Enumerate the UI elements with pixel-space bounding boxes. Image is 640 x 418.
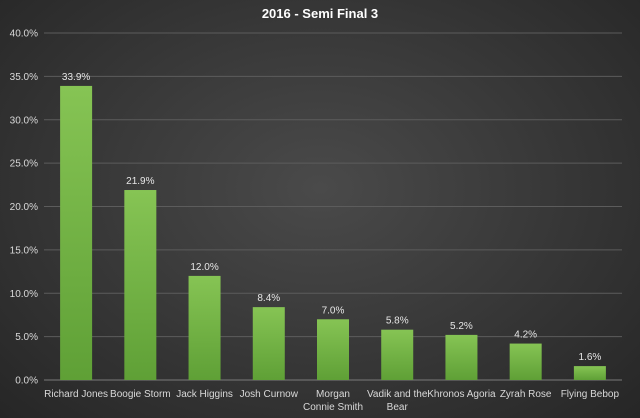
- data-label: 4.2%: [514, 330, 537, 341]
- data-label: 33.9%: [62, 72, 90, 83]
- y-tick-label: 25.0%: [10, 159, 38, 170]
- y-axis-ticks: 0.0% 5.0% 10.0% 15.0% 20.0% 25.0% 30.0% 35.0% 40…: [10, 29, 38, 387]
- y-tick-label: 30.0%: [10, 115, 38, 126]
- data-label: 5.8%: [386, 316, 409, 327]
- data-labels: 33.9% 21.9% 12.0% 8.4% 7.0% 5.8% 5.2% 4.2% 1.6%: [62, 72, 601, 363]
- x-tick-label: Boogie Storm: [110, 389, 171, 400]
- y-tick-label: 10.0%: [10, 289, 38, 300]
- data-label: 12.0%: [190, 262, 218, 273]
- y-tick-label: 15.0%: [10, 245, 38, 256]
- y-tick-label: 35.0%: [10, 72, 38, 83]
- x-tick-label: Vadik and the Bear: [367, 389, 428, 413]
- chart-title: 2016 - Semi Final 3: [261, 6, 379, 21]
- x-tick-label: Zyrah Rose: [500, 389, 552, 400]
- y-tick-label: 40.0%: [10, 29, 38, 40]
- x-tick-label: Richard Jones: [44, 389, 108, 400]
- bar: [381, 329, 414, 380]
- bar: [188, 275, 221, 380]
- bar: [573, 366, 606, 380]
- x-axis-ticks: Richard Jones Boogie Storm Jack Higgins Jos…: [44, 389, 619, 413]
- data-label: 21.9%: [126, 176, 154, 187]
- y-tick-label: 20.0%: [10, 202, 38, 213]
- x-tick-label: Jack Higgins: [176, 389, 233, 400]
- data-label: 8.4%: [257, 293, 280, 304]
- x-tick-label: Khronos Agoria: [427, 389, 496, 400]
- data-label: 7.0%: [322, 305, 345, 316]
- x-tick-label: Morgan Connie Smith: [303, 389, 363, 413]
- bar: [252, 307, 285, 380]
- bar: [445, 334, 478, 380]
- bar: [317, 319, 349, 380]
- bar: [509, 343, 542, 380]
- x-tick-label: Josh Curnow: [240, 389, 299, 400]
- y-tick-label: 0.0%: [15, 376, 38, 387]
- bars: [60, 85, 606, 380]
- y-tick-label: 5.0%: [15, 332, 38, 343]
- bar: [60, 85, 93, 380]
- data-label: 1.6%: [578, 352, 601, 363]
- data-label: 5.2%: [450, 321, 473, 332]
- x-tick-label: Flying Bebop: [561, 389, 620, 400]
- bar: [124, 190, 157, 380]
